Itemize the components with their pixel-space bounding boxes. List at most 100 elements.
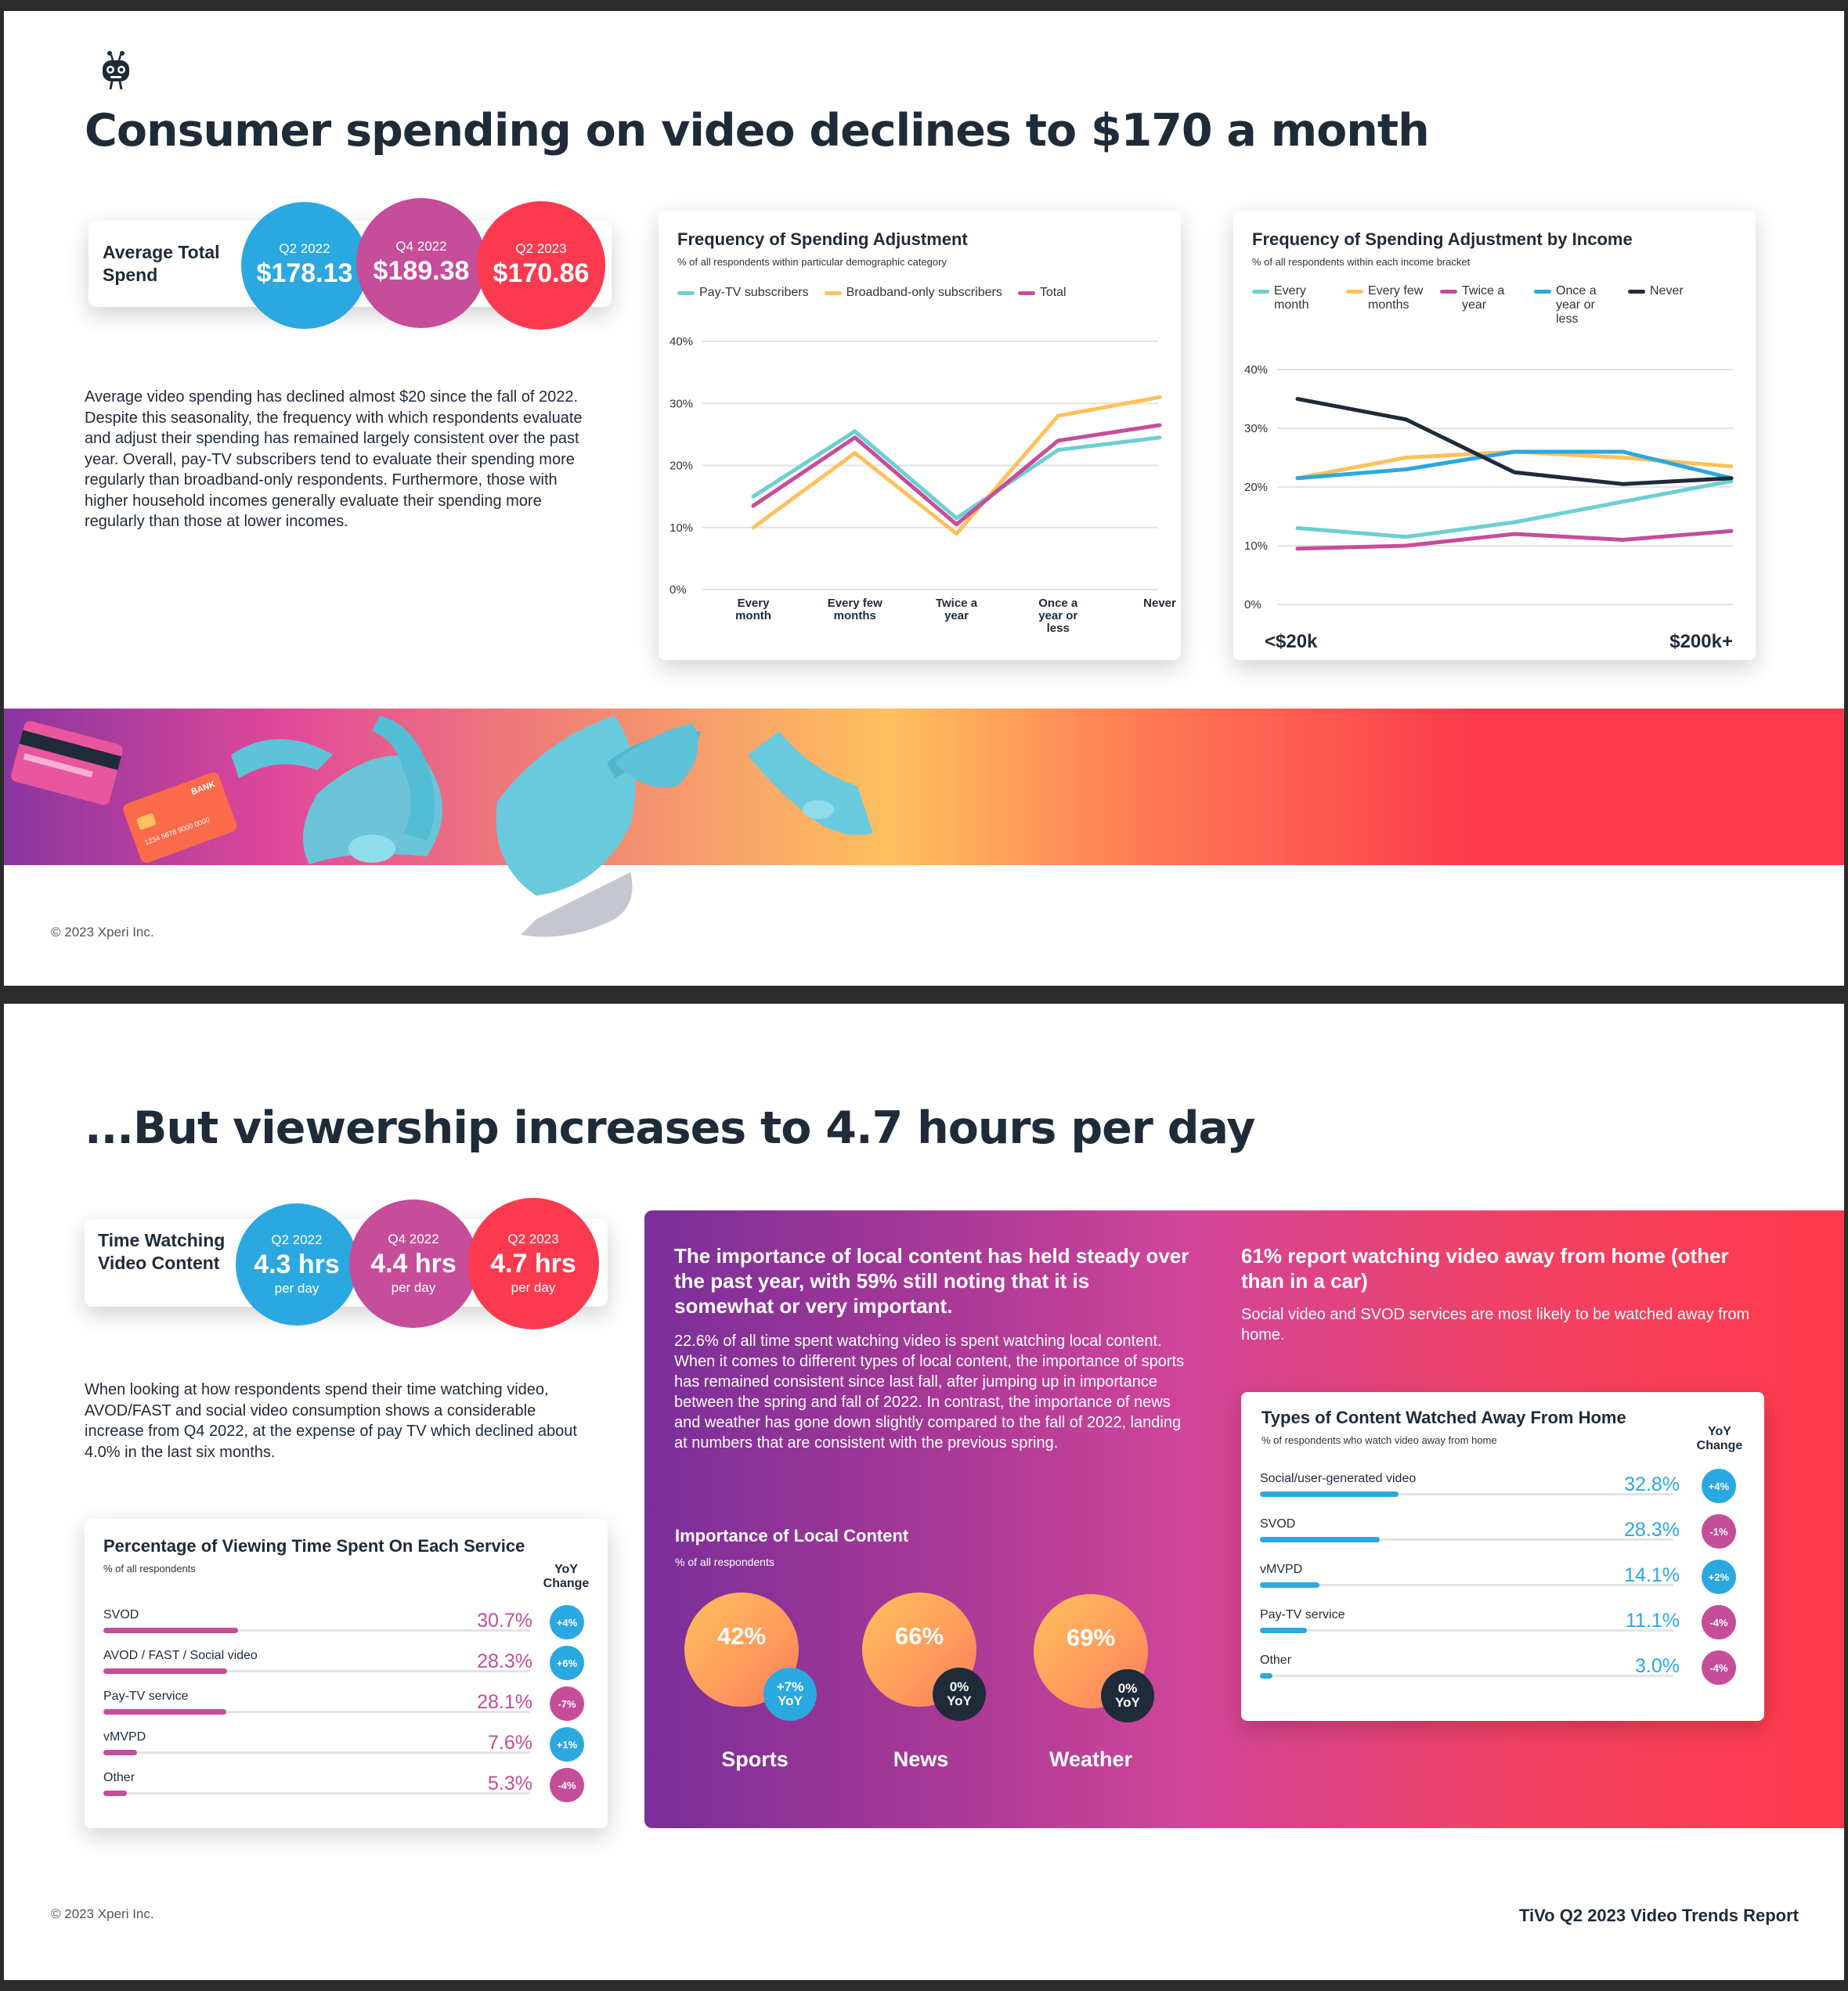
series-line — [1295, 479, 1734, 539]
news-importance-circle: 66% — [862, 1592, 976, 1707]
yoy-badge: +4% — [1702, 1469, 1736, 1503]
row-bar-track — [1260, 1675, 1673, 1677]
chart-legend: Pay-TV subscribers Broadband-only subscri… — [677, 286, 1082, 300]
series-line — [1295, 397, 1734, 486]
row-bar — [1260, 1673, 1273, 1679]
time-watching-label: Time Watching Video Content — [98, 1230, 226, 1273]
y-tick-label: 30% — [670, 397, 693, 410]
yoy-badge: -4% — [1702, 1650, 1736, 1685]
row-value: 14.1% — [1624, 1564, 1680, 1586]
row-label: Pay-TV service — [103, 1690, 189, 1703]
row-bar-track — [1260, 1493, 1673, 1495]
legend-label: Twice a year — [1462, 284, 1505, 312]
series-line — [751, 395, 1162, 536]
local-content-heading: The importance of local content has held… — [674, 1244, 1189, 1318]
average-spend-label: Average Total Spend — [103, 242, 220, 285]
x-tick-label: Every month — [735, 597, 771, 622]
y-tick-label: 20% — [1244, 481, 1268, 494]
row-bar-track — [103, 1629, 530, 1632]
row-value: 30.7% — [477, 1610, 532, 1632]
series-line — [1295, 528, 1734, 551]
legend-swatch — [1534, 290, 1551, 294]
legend-swatch — [1252, 290, 1269, 294]
row-value: 3.0% — [1635, 1655, 1680, 1677]
flying-money-illustration-icon: BANK 1234 5678 9000 0000 — [11, 716, 873, 937]
away-subtitle: % of respondents who watch video away fr… — [1261, 1434, 1497, 1446]
viewership-paragraph: When looking at how respondents spend th… — [85, 1381, 577, 1461]
row-bar-track — [103, 1711, 530, 1713]
legend-swatch — [1440, 290, 1457, 294]
frequency-chart-card: Frequency of Spending Adjustment % of al… — [659, 211, 1181, 660]
report-name: TiVo Q2 2023 Video Trends Report — [1518, 1906, 1799, 1925]
row-value: 7.6% — [488, 1732, 532, 1754]
page-spending: Consumer spending on video declines to $… — [4, 11, 1844, 986]
spend-q4-2022-circle: Q4 2022 $189.38 — [356, 198, 486, 328]
legend-label: Broadband-only subscribers — [846, 286, 1002, 299]
row-bar — [1260, 1628, 1307, 1633]
yoy-badge: +1% — [550, 1727, 584, 1762]
away-heading: 61% report watching video away from home… — [1241, 1244, 1729, 1293]
time-q2-2022-circle: Q2 2022 4.3 hrs per day — [236, 1203, 358, 1326]
row-bar-track — [103, 1792, 530, 1794]
local-content-body: 22.6% of all time spent watching video i… — [674, 1333, 1185, 1452]
yoy-badge: +6% — [550, 1646, 584, 1680]
yoy-badge: -1% — [1702, 1514, 1736, 1549]
row-bar-track — [1260, 1629, 1673, 1632]
yoy-change-header: YoY Change — [543, 1563, 590, 1590]
row-label: SVOD — [1260, 1517, 1296, 1531]
y-tick-label: 0% — [670, 583, 687, 597]
legend-item: Broadband-only subscribers — [824, 286, 1002, 300]
row-label: SVOD — [103, 1608, 139, 1621]
row-value: 5.3% — [488, 1773, 532, 1794]
weather-label: Weather — [1049, 1748, 1133, 1771]
row-bar-track — [103, 1670, 530, 1672]
legend-label: Never — [1650, 284, 1684, 298]
chart-subtitle: % of all respondents within each income … — [1252, 256, 1471, 268]
x-end-label: $200k+ — [1669, 631, 1733, 652]
spend-q2-2022-circle: Q2 2022 $178.13 — [241, 202, 368, 329]
viewing-title: Percentage of Viewing Time Spent On Each… — [103, 1536, 525, 1556]
row-value: 32.8% — [1624, 1473, 1680, 1495]
x-tick-label: Twice a year — [936, 597, 978, 622]
y-tick-label: 20% — [670, 460, 693, 473]
income-chart-card: Frequency of Spending Adjustment by Inco… — [1233, 211, 1756, 660]
row-label: vMVPD — [103, 1730, 146, 1744]
y-tick-label: 10% — [670, 521, 693, 535]
page-title: ...But viewership increases to 4.7 hours… — [85, 1102, 1255, 1154]
y-tick-label: 0% — [1244, 598, 1261, 611]
row-bar-track — [1260, 1584, 1673, 1586]
row-bar — [1260, 1537, 1380, 1542]
away-title: Types of Content Watched Away From Home — [1261, 1408, 1626, 1427]
row-label: vMVPD — [1260, 1563, 1303, 1576]
chart-title: Frequency of Spending Adjustment by Inco… — [1252, 229, 1633, 249]
legend-swatch — [1628, 290, 1645, 294]
legend-swatch — [677, 291, 695, 295]
legend-item: Never — [1628, 284, 1713, 326]
legend-label: Once a year or less — [1556, 284, 1597, 326]
chart-title: Frequency of Spending Adjustment — [677, 229, 968, 249]
page-viewership: ...But viewership increases to 4.7 hours… — [4, 1004, 1844, 1980]
sports-label: Sports — [721, 1748, 789, 1771]
page-title: Consumer spending on video declines to $… — [85, 105, 1430, 157]
legend-label: Every few months — [1368, 284, 1424, 312]
legend-label: Every month — [1274, 284, 1309, 312]
news-yoy-badge: 0% YoY — [933, 1668, 986, 1721]
y-tick-label: 40% — [1244, 363, 1268, 377]
row-value: 11.1% — [1625, 1610, 1680, 1632]
chart-legend: Every month Every few months Twice a year O… — [1252, 284, 1722, 326]
row-label: Pay-TV service — [1260, 1608, 1345, 1621]
copyright-text: © 2023 Xperi Inc. — [51, 925, 154, 940]
weather-importance-circle: 69% — [1034, 1594, 1148, 1708]
x-tick-label: Every few months — [828, 597, 882, 622]
legend-swatch — [1017, 291, 1035, 295]
row-value: 28.1% — [477, 1691, 532, 1713]
y-tick-label: 30% — [1244, 422, 1268, 435]
weather-yoy-badge: 0% YoY — [1101, 1669, 1154, 1722]
legend-item: Every month — [1252, 284, 1337, 326]
row-label: Social/user-generated video — [1260, 1472, 1417, 1485]
away-content-card: Types of Content Watched Away From Home … — [1241, 1392, 1764, 1721]
legend-label: Pay-TV subscribers — [699, 286, 809, 299]
series-line — [751, 423, 1162, 527]
row-value: 28.3% — [1624, 1519, 1680, 1541]
legend-item: Total — [1017, 286, 1067, 300]
